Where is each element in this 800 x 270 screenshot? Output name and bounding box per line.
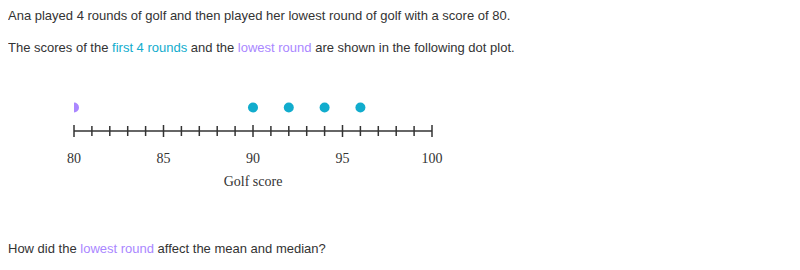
svg-text:85: 85	[157, 151, 171, 166]
svg-text:100: 100	[422, 151, 443, 166]
html-text:The scores of the first 4 roun: The scores of the first 4 rounds and the…	[8, 40, 515, 55]
svg-text:95: 95	[336, 151, 350, 166]
html-text:How did the lowest round affec: How did the lowest round affect the mean…	[8, 241, 326, 256]
svg-text:90: 90	[246, 151, 260, 166]
svg-text:Golf score: Golf score	[224, 174, 283, 189]
svg-text:80: 80	[67, 151, 81, 166]
html-text:Ana played 4 rounds of golf an: Ana played 4 rounds of golf and then pla…	[8, 8, 511, 23]
